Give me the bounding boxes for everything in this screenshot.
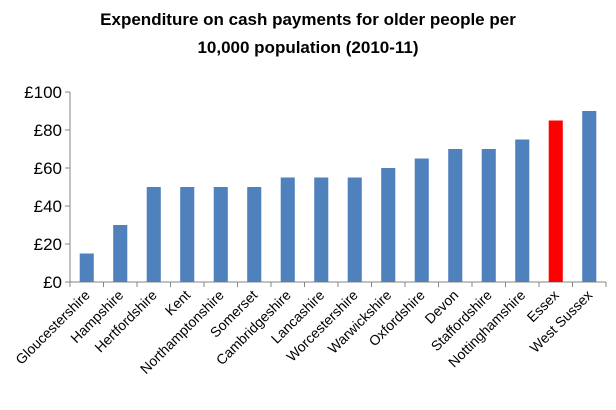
chart-title-line-2: 10,000 population (2010-11) [197,38,419,57]
bar-nottinghamshire [515,139,530,282]
bar-hertfordshire [146,187,161,282]
bar-essex [548,120,563,282]
bar-devon [448,149,463,282]
bar-staffordshire [481,149,496,282]
y-tick-label: £20 [34,235,62,254]
y-tick-labels: £0 £20 £40 £60 £80 £100 [24,83,62,292]
y-tick-label: £80 [34,121,62,140]
bar-west-sussex [582,111,597,282]
bar-somerset [247,187,262,282]
bar-lancashire [314,177,329,282]
y-tick-label: £60 [34,159,62,178]
bar-gloucestershire [79,253,94,282]
bar-northamptonshire [213,187,228,282]
bar-warwickshire [381,168,396,282]
y-tick-label: £0 [43,273,62,292]
bar-hampshire [113,225,128,282]
bar-worcestershire [347,177,362,282]
bar-cambridgeshire [280,177,295,282]
bars [79,111,597,282]
chart-title-line-1: Expenditure on cash payments for older p… [100,10,516,29]
y-tick-label: £100 [24,83,62,102]
bar-kent [180,187,195,282]
bar-oxfordshire [414,158,429,282]
y-tick-label: £40 [34,197,62,216]
